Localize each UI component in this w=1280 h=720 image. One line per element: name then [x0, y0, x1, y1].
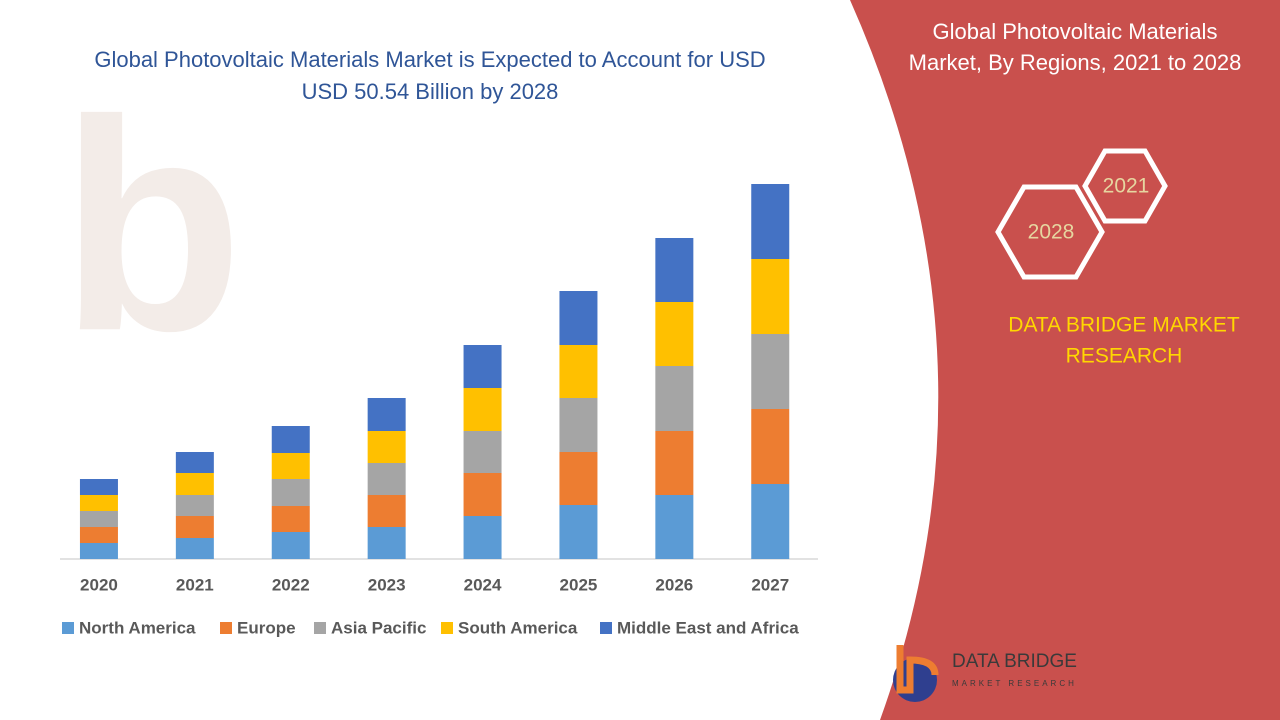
legend-label: North America — [79, 618, 196, 637]
x-tick-label: 2021 — [176, 575, 214, 594]
legend-swatch — [62, 622, 74, 634]
x-tick-label: 2026 — [655, 575, 693, 594]
bar-segment — [559, 452, 598, 505]
bar-segment — [655, 238, 694, 302]
bar-segment — [463, 431, 502, 473]
bar-segment — [367, 463, 406, 495]
bar-segment — [655, 302, 694, 366]
bar-segment — [271, 532, 310, 559]
bar-segment — [79, 543, 118, 559]
bar-segment — [559, 345, 598, 398]
bar-segment — [559, 291, 598, 345]
bar-segment — [271, 479, 310, 506]
bar-segment — [271, 506, 310, 532]
bar-segment — [175, 452, 214, 473]
bar-segment — [463, 388, 502, 431]
legend-swatch — [314, 622, 326, 634]
bar-segment — [751, 334, 790, 409]
watermark: b — [60, 57, 243, 393]
bar-segment — [79, 479, 118, 495]
bar-segment — [463, 473, 502, 516]
brand: RESEARCH — [1066, 345, 1183, 368]
legend-label: South America — [458, 618, 578, 637]
bar-segment — [367, 431, 406, 463]
logo-icon — [896, 645, 939, 694]
panel-title: Market, By Regions, 2021 to 2028 — [909, 50, 1242, 75]
chart-title: USD 50.54 Billion by 2028 — [302, 79, 559, 104]
bar-segment — [175, 495, 214, 516]
x-tick-label: 2027 — [751, 575, 789, 594]
logo-name: DATA BRIDGE — [952, 651, 1077, 672]
bar-segment — [463, 345, 502, 388]
panel-title: Global Photovoltaic Materials — [933, 19, 1218, 44]
logo-tag: MARKET RESEARCH — [952, 679, 1077, 688]
bar-segment — [175, 516, 214, 538]
bar-segment — [559, 505, 598, 559]
red-panel — [850, 0, 1280, 720]
x-tick-label: 2025 — [560, 575, 598, 594]
bar-segment — [751, 409, 790, 484]
x-tick-label: 2023 — [368, 575, 406, 594]
hex-label: 2021 — [1103, 175, 1150, 198]
bar-segment — [655, 431, 694, 495]
bar-segment — [271, 426, 310, 453]
bar-segment — [751, 184, 790, 259]
bar-segment — [175, 538, 214, 559]
bar-segment — [79, 511, 118, 527]
legend-swatch — [220, 622, 232, 634]
x-tick-label: 2024 — [464, 575, 502, 594]
hex-label: 2028 — [1028, 221, 1075, 244]
legend-label: Middle East and Africa — [617, 618, 799, 637]
bar-segment — [655, 366, 694, 431]
hexagon — [1082, 148, 1168, 224]
bar-segment — [271, 453, 310, 479]
legend-label: Asia Pacific — [331, 618, 426, 637]
bar-segment — [559, 398, 598, 452]
bar-segment — [367, 398, 406, 431]
bar-segment — [367, 495, 406, 527]
hexagon — [995, 184, 1105, 280]
bar-segment — [655, 495, 694, 559]
bar-segment — [751, 484, 790, 559]
bar-segment — [79, 527, 118, 543]
legend-swatch — [441, 622, 453, 634]
bar-segment — [751, 259, 790, 334]
bar-segment — [367, 527, 406, 559]
bar-segment — [79, 495, 118, 511]
brand: DATA BRIDGE MARKET — [1008, 314, 1240, 337]
legend-swatch — [600, 622, 612, 634]
bar-segment — [175, 473, 214, 495]
bar-segment — [463, 516, 502, 559]
x-tick-label: 2020 — [80, 575, 118, 594]
chart-title: Global Photovoltaic Materials Market is … — [94, 47, 765, 72]
x-tick-label: 2022 — [272, 575, 310, 594]
legend-label: Europe — [237, 618, 296, 637]
